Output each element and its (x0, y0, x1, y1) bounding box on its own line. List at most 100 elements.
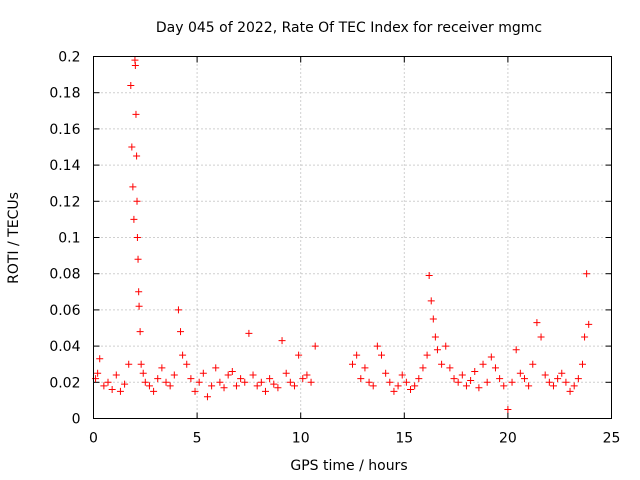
y-tick-label: 0.2 (58, 50, 80, 66)
data-point (525, 382, 533, 390)
data-point (467, 376, 475, 384)
data-point (566, 387, 574, 395)
data-point (504, 405, 512, 413)
data-point (162, 378, 170, 386)
y-axis-label: ROTI / TECUs (6, 192, 22, 284)
data-point (216, 378, 224, 386)
data-point (454, 378, 462, 386)
data-point (135, 302, 143, 310)
data-point (158, 364, 166, 372)
data-point (257, 378, 265, 386)
data-point (278, 337, 286, 345)
y-tick-label: 0.16 (49, 122, 80, 138)
data-point (353, 351, 361, 359)
x-tick-label: 0 (89, 431, 98, 447)
data-point (357, 375, 365, 383)
data-point (475, 384, 483, 392)
data-point (266, 375, 274, 383)
data-point (446, 364, 454, 372)
data-point (220, 384, 228, 392)
data-point (179, 351, 187, 359)
data-point (129, 183, 137, 191)
data-point (241, 378, 249, 386)
y-tick-label: 0.02 (49, 375, 80, 391)
data-point (134, 255, 142, 263)
data-point (411, 382, 419, 390)
data-point (529, 360, 537, 368)
data-point (429, 315, 437, 323)
data-point (578, 360, 586, 368)
data-point (450, 375, 458, 383)
data-point (496, 375, 504, 383)
data-point (438, 360, 446, 368)
data-point (191, 387, 199, 395)
x-axis-label: GPS time / hours (290, 458, 407, 474)
data-point (402, 378, 410, 386)
data-point (174, 306, 182, 314)
data-point (361, 364, 369, 372)
data-point (274, 384, 282, 392)
data-point (212, 364, 220, 372)
data-point (537, 333, 545, 341)
data-point (562, 378, 570, 386)
data-point (187, 375, 195, 383)
data-point (581, 333, 589, 341)
data-point (307, 378, 315, 386)
data-point (183, 360, 191, 368)
axis-ticks: 0 0.02 0.04 0.06 0.08 0.1 0.12 0.14 0.16 0.18 0.2 0… (49, 50, 620, 447)
data-point (135, 288, 143, 296)
x-tick-label: 5 (193, 431, 202, 447)
data-point (508, 378, 516, 386)
data-point (570, 382, 578, 390)
chart-title: Day 045 of 2022, Rate Of TEC Index for r… (156, 20, 542, 36)
data-point (237, 375, 245, 383)
plot-frame (93, 56, 612, 419)
data-point (458, 371, 466, 379)
data-point (170, 371, 178, 379)
data-point (96, 355, 104, 363)
data-point (224, 371, 232, 379)
data-point (365, 378, 373, 386)
data-point (166, 382, 174, 390)
data-point (286, 378, 294, 386)
data-point (121, 380, 129, 388)
y-tick-label: 0.06 (49, 303, 80, 319)
data-point (130, 215, 138, 223)
y-tick-label: 0.08 (49, 267, 80, 283)
data-point (427, 297, 435, 305)
data-point (407, 386, 415, 394)
data-point (108, 386, 116, 394)
data-point (154, 375, 162, 383)
data-point (520, 375, 528, 383)
data-point (136, 328, 144, 336)
data-point (232, 382, 240, 390)
data-point (554, 375, 562, 383)
data-point (295, 351, 303, 359)
data-point (139, 369, 147, 377)
data-points (92, 56, 593, 413)
data-point (177, 328, 185, 336)
data-point (228, 367, 236, 375)
data-point (516, 369, 524, 377)
data-point (133, 234, 141, 241)
data-point (132, 110, 140, 118)
data-point (299, 375, 307, 383)
data-point (533, 319, 541, 327)
data-point (558, 369, 566, 377)
data-point (311, 342, 319, 350)
data-point (433, 346, 441, 354)
grid-lines (93, 56, 612, 419)
data-point (583, 270, 591, 278)
data-point (253, 382, 261, 390)
data-point (549, 382, 557, 390)
data-point (245, 329, 253, 337)
data-point (270, 380, 278, 388)
data-point (127, 81, 135, 89)
data-point (133, 152, 141, 160)
data-point (382, 369, 390, 377)
y-tick-label: 0.1 (58, 231, 80, 247)
data-point (125, 360, 133, 368)
x-tick-label: 20 (499, 431, 517, 447)
data-point (431, 333, 439, 341)
